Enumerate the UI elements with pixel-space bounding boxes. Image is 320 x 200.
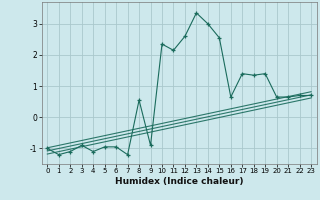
- X-axis label: Humidex (Indice chaleur): Humidex (Indice chaleur): [115, 177, 244, 186]
